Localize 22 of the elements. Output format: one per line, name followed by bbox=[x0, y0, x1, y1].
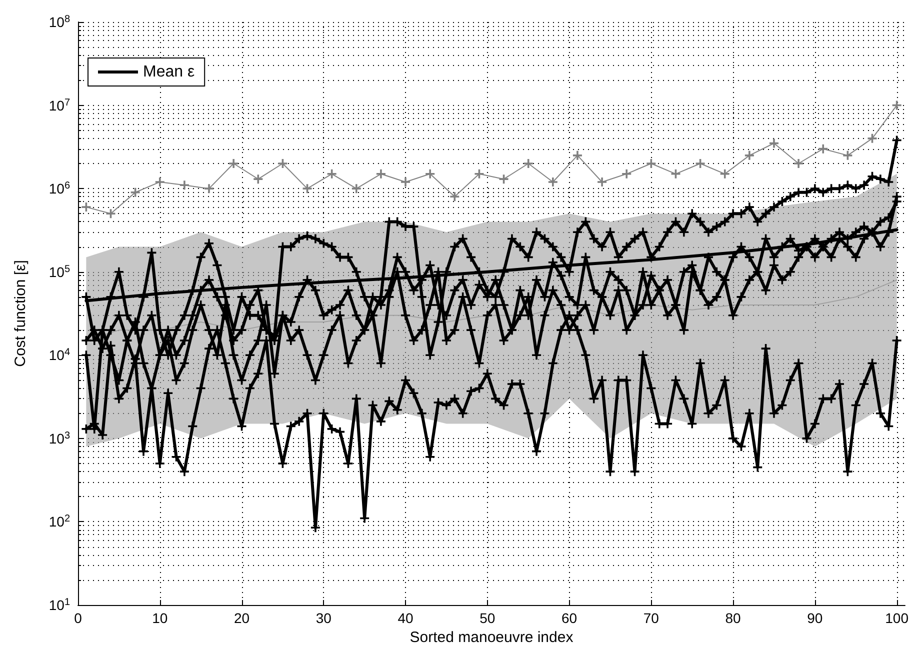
x-tick-label: 100 bbox=[885, 610, 909, 626]
x-tick-label: 90 bbox=[807, 610, 823, 626]
x-tick-label: 20 bbox=[234, 610, 250, 626]
y-tick-label: 10$^{6}$ bbox=[48, 180, 70, 197]
legend-label: Mean ε bbox=[143, 64, 195, 80]
y-axis-title: Cost function [ε] bbox=[12, 260, 29, 367]
y-tick-label: 10$^{1}$ bbox=[48, 596, 70, 613]
y-tick-label: 10$^{7}$ bbox=[48, 96, 70, 114]
y-tick-label: 10$^{2}$ bbox=[48, 513, 70, 530]
y-tick-label: 10$^{5}$ bbox=[48, 263, 70, 280]
x-axis-title: Sorted manoeuvre index bbox=[410, 628, 574, 646]
y-tick-label: 10$^{8}$ bbox=[48, 14, 70, 30]
x-tick-label: 30 bbox=[316, 610, 332, 626]
x-tick-label: 40 bbox=[398, 610, 414, 626]
y-tick-label: 10$^{4}$ bbox=[48, 346, 70, 364]
x-tick-label: 0 bbox=[74, 610, 82, 626]
x-tick-label: 60 bbox=[562, 610, 578, 626]
y-tick-label: 10$^{3}$ bbox=[48, 430, 70, 446]
x-tick-label: 80 bbox=[725, 610, 742, 626]
x-tick-label: 50 bbox=[480, 610, 496, 626]
x-tick-label: 70 bbox=[643, 610, 660, 626]
x-tick-label: 10 bbox=[152, 610, 168, 626]
